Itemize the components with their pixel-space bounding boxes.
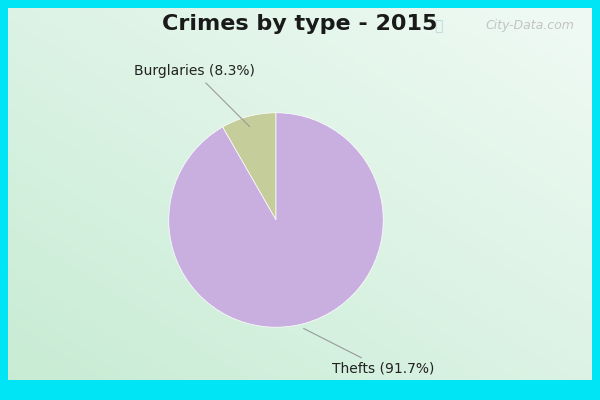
- Text: City-Data.com: City-Data.com: [485, 19, 574, 32]
- Wedge shape: [223, 113, 276, 220]
- Text: Thefts (91.7%): Thefts (91.7%): [304, 328, 434, 376]
- Wedge shape: [169, 113, 383, 327]
- Text: Burglaries (8.3%): Burglaries (8.3%): [134, 64, 254, 127]
- Text: ⓘ: ⓘ: [434, 19, 443, 33]
- Text: Crimes by type - 2015: Crimes by type - 2015: [163, 14, 437, 34]
